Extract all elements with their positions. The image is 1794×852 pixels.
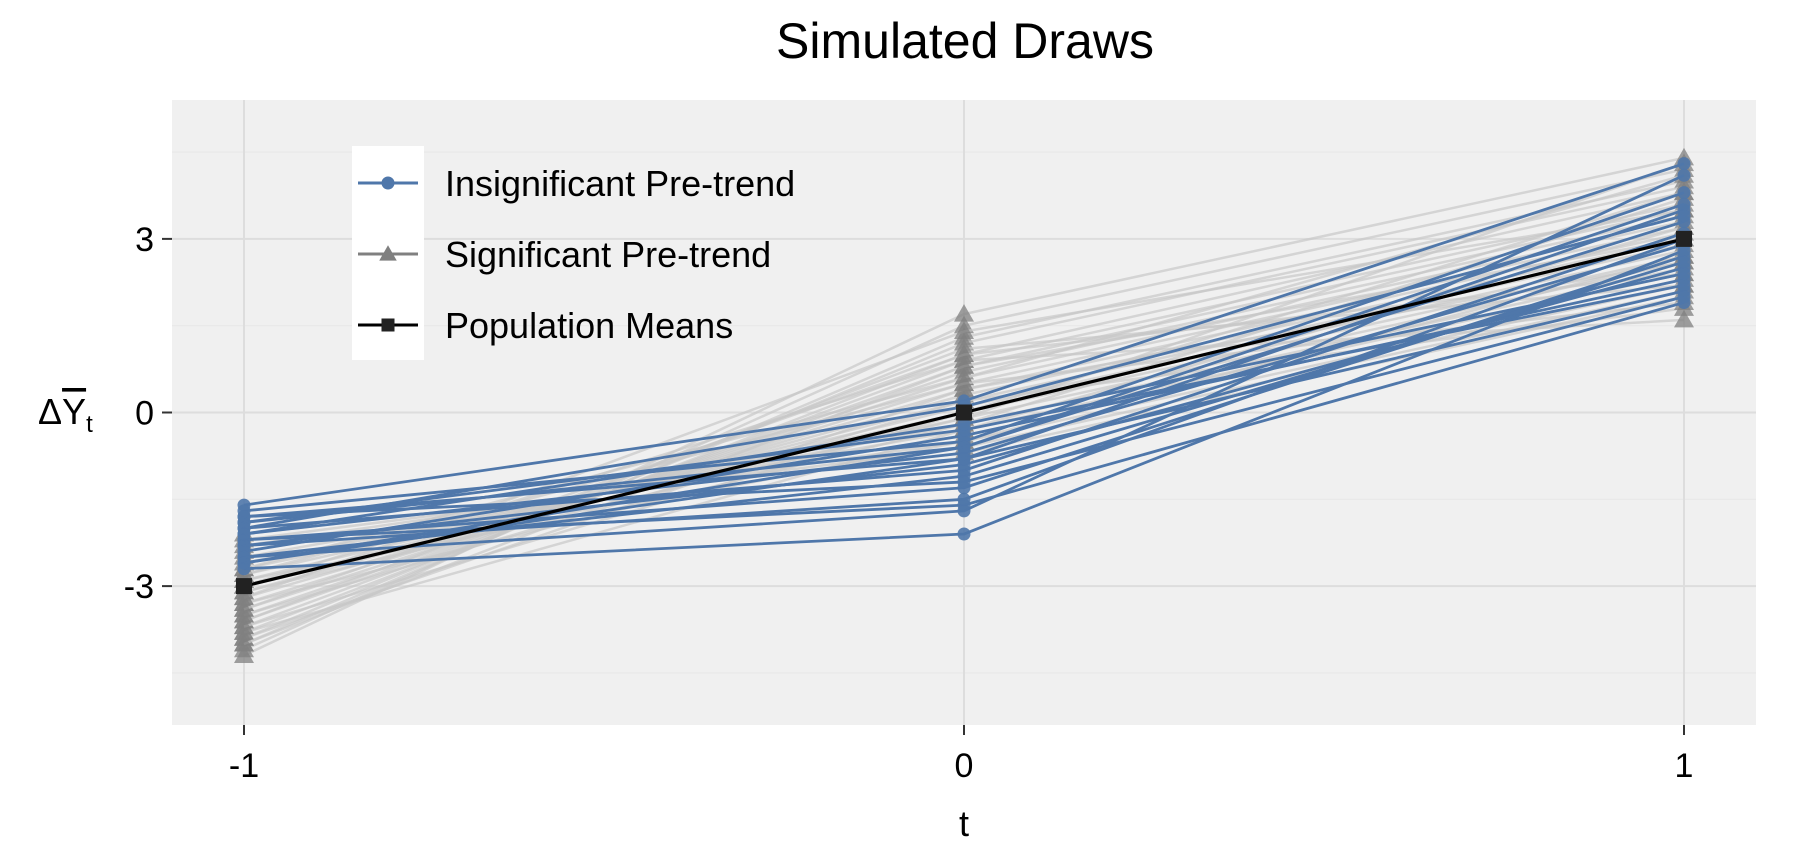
point-marker xyxy=(1677,267,1691,281)
point-marker xyxy=(956,404,972,421)
point-marker xyxy=(1676,230,1692,247)
point-marker xyxy=(954,321,974,339)
point-marker xyxy=(1677,255,1691,269)
point-marker xyxy=(954,344,974,363)
point-marker xyxy=(381,176,395,190)
y-tick-label: -3 xyxy=(124,568,154,606)
point-marker xyxy=(1677,186,1691,200)
point-marker xyxy=(381,318,395,332)
point-marker xyxy=(954,356,974,374)
point-marker xyxy=(236,578,252,595)
point-marker xyxy=(237,510,251,524)
x-tick-label: 0 xyxy=(955,747,974,785)
point-marker xyxy=(1677,168,1691,182)
population-means-line xyxy=(236,230,1692,595)
point-marker xyxy=(234,599,254,617)
point-marker xyxy=(237,556,251,570)
insignificant-draw xyxy=(237,290,1691,524)
point-marker xyxy=(1677,197,1691,211)
point-marker xyxy=(234,633,254,652)
legend-label-population: Population Means xyxy=(445,305,733,346)
point-marker xyxy=(957,492,971,506)
point-marker xyxy=(957,417,971,431)
point-marker xyxy=(1677,243,1691,257)
insignificant-draw xyxy=(237,267,1691,541)
legend-key-insignificant xyxy=(358,176,418,190)
population-series xyxy=(236,230,1692,595)
point-marker xyxy=(1677,290,1691,304)
legend-keys xyxy=(358,176,418,332)
point-marker xyxy=(237,527,251,541)
x-axis-label: t xyxy=(959,803,969,844)
point-marker xyxy=(1677,157,1691,171)
point-marker xyxy=(234,616,254,635)
x-tick-label: -1 xyxy=(229,747,259,785)
y-axis-label-overline: Y xyxy=(62,391,86,432)
point-marker xyxy=(954,373,974,392)
axis-ticks: -3 0 3 -1 0 1 xyxy=(124,221,1694,785)
point-marker xyxy=(1674,309,1694,328)
legend-key-significant xyxy=(358,245,418,261)
legend-label-significant: Significant Pre-trend xyxy=(445,234,771,275)
legend-label-insignificant: Insignificant Pre-trend xyxy=(445,163,795,204)
point-marker xyxy=(957,452,971,466)
legend: Insignificant Pre-trend Significant Pre-… xyxy=(352,146,795,360)
chart-title: Simulated Draws xyxy=(776,13,1154,69)
point-marker xyxy=(957,475,971,489)
legend-key-population xyxy=(358,318,418,332)
y-tick-label: 0 xyxy=(135,395,154,433)
insignificant-draw xyxy=(237,197,1691,570)
y-axis-label: ΔYt xyxy=(38,391,93,438)
point-marker xyxy=(379,245,397,261)
x-tick-label: 1 xyxy=(1675,747,1694,785)
point-marker xyxy=(957,440,971,454)
point-marker xyxy=(237,539,251,553)
point-marker xyxy=(954,304,974,322)
insignificant-series xyxy=(237,157,1691,576)
point-marker xyxy=(1677,278,1691,292)
y-tick-label: 3 xyxy=(135,221,154,259)
point-marker xyxy=(957,527,971,541)
point-marker xyxy=(1677,209,1691,223)
